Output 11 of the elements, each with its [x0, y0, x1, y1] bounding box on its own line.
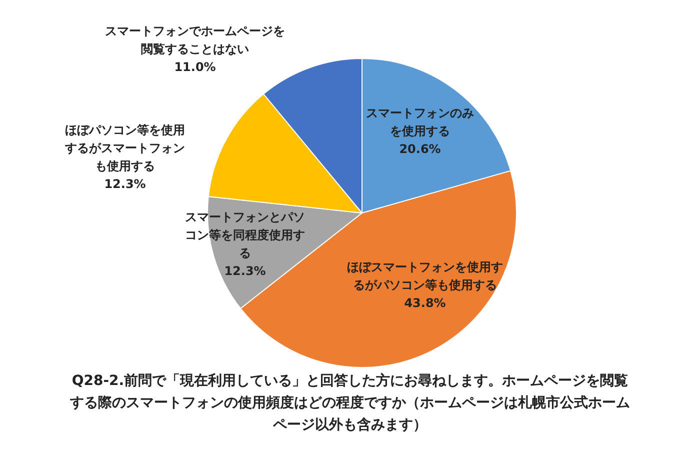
slice-label: ほぼスマートフォンを使用するがパソコン等も使用する: [347, 260, 503, 292]
slice-label: スマートフォンとパソコン等を同程度使用する: [185, 210, 305, 260]
data-label: 20.6%: [399, 142, 441, 156]
data-label: 11.0%: [174, 60, 216, 74]
slice-label: ほぼパソコン等を使用するがスマートフォンも使用する: [64, 123, 185, 174]
slice-label: スマートフォンのみを使用する: [366, 106, 474, 138]
text: Q28-2.前問で「現在利用している」と回答した方にお尋ねします。ホームページを閲覧する際のスマートフォンの使用頻度はどの程度ですか（ホームページは札幌市公式ホームページ以外も含みます）: [70, 372, 630, 435]
data-label: 12.3%: [104, 177, 146, 192]
slice-label: スマートフォンでホームページを閲覧することはない: [105, 24, 285, 56]
data-label: 43.8%: [404, 296, 446, 310]
data-label: 12.3%: [224, 264, 266, 278]
